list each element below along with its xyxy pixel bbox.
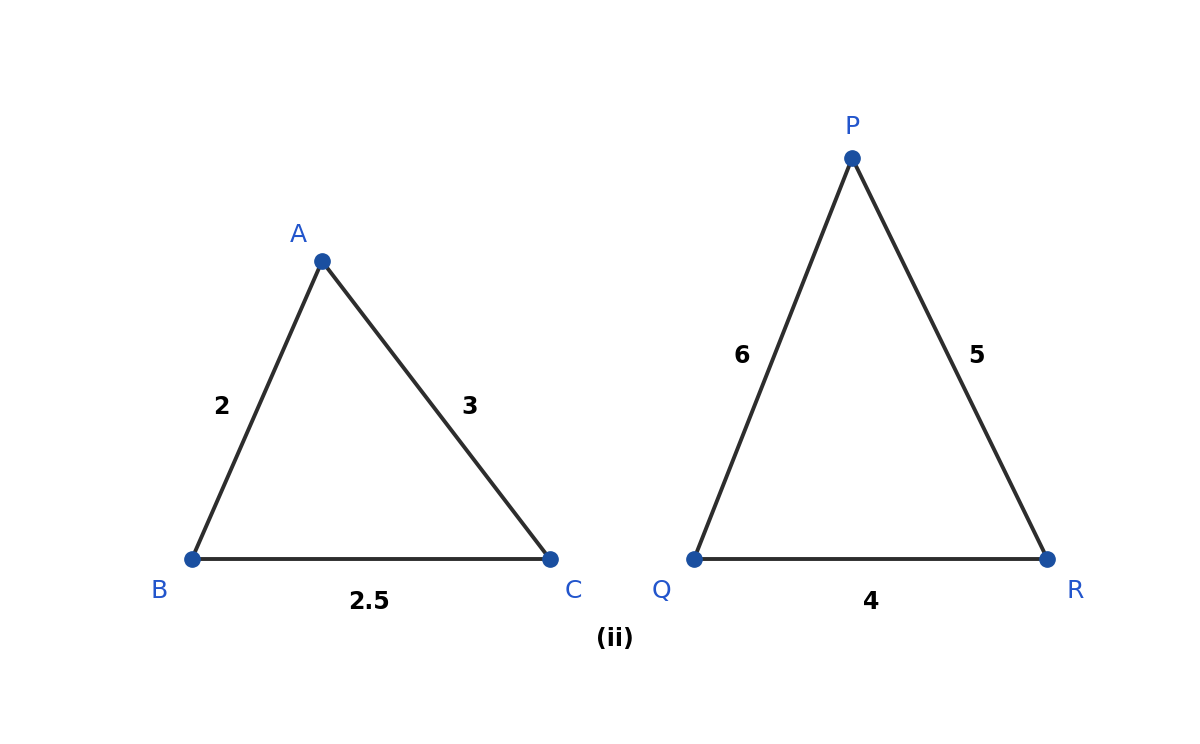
Text: (ii): (ii) — [596, 626, 634, 651]
Text: 5: 5 — [968, 344, 985, 368]
Text: 2.5: 2.5 — [348, 590, 390, 614]
Text: R: R — [1067, 579, 1084, 603]
Text: 3: 3 — [462, 395, 478, 419]
Text: B: B — [151, 579, 168, 603]
Text: 2: 2 — [212, 395, 229, 419]
Text: 4: 4 — [863, 590, 878, 614]
Text: C: C — [564, 579, 582, 603]
Text: A: A — [290, 223, 307, 247]
Text: 6: 6 — [733, 344, 750, 368]
Text: P: P — [845, 115, 859, 138]
Text: Q: Q — [652, 579, 671, 603]
